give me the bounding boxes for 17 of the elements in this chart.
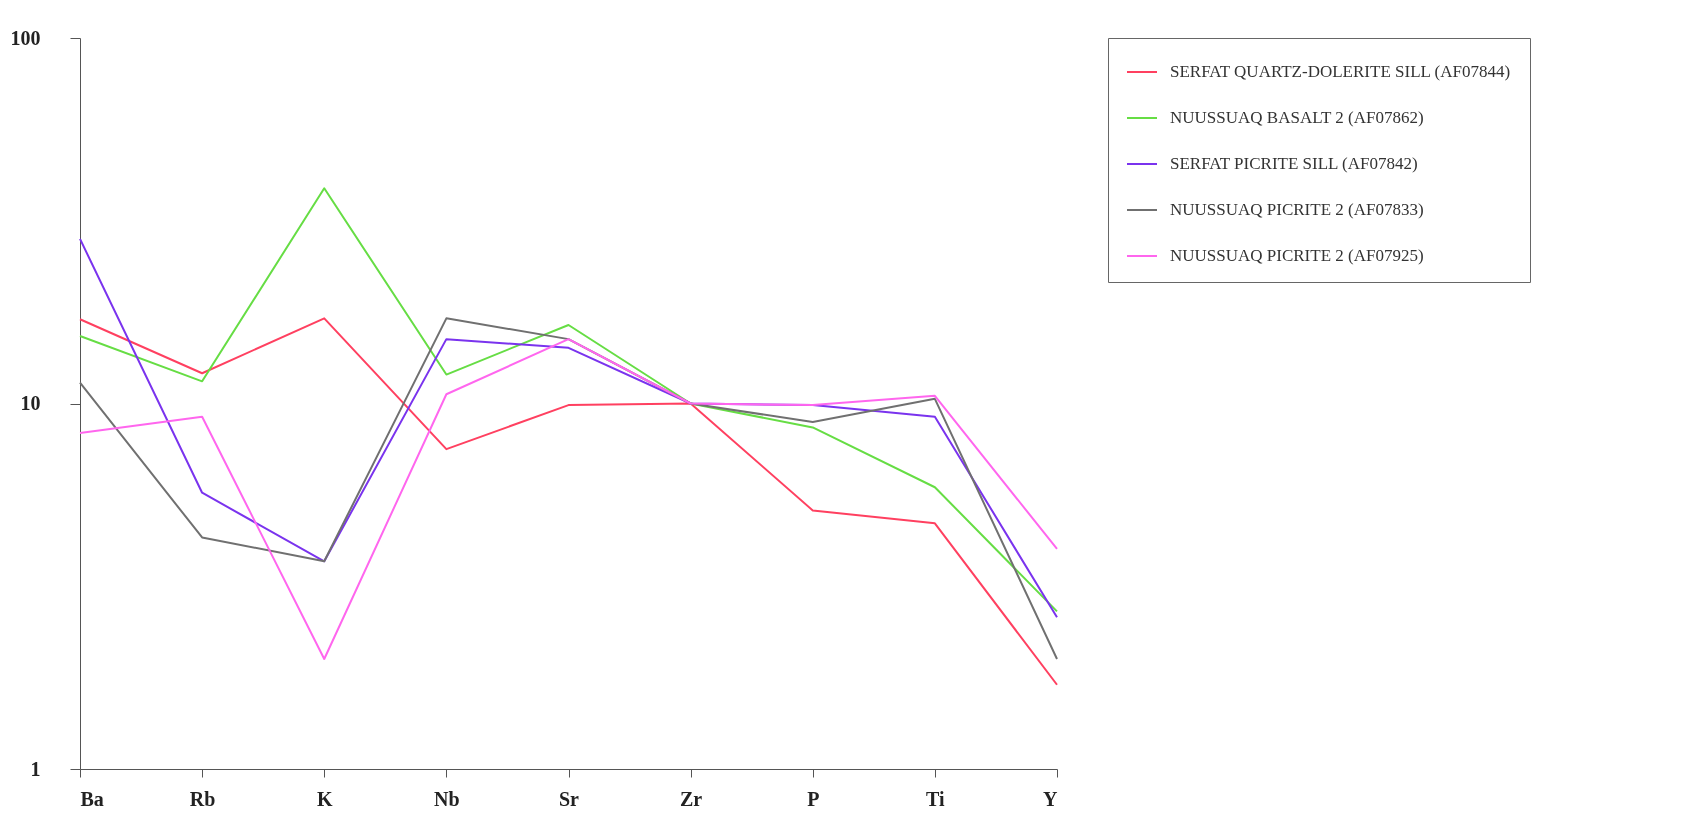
y-tick-label: 10	[20, 392, 41, 414]
x-tick-label: K	[316, 787, 333, 810]
legend-label: NUUSSUAQ BASALT 2 (AF07862)	[1170, 108, 1424, 127]
x-tick-label: Nb	[434, 787, 460, 810]
x-tick-label: Zr	[680, 787, 703, 810]
legend-label: SERFAT QUARTZ-DOLERITE SILL (AF07844)	[1170, 62, 1511, 81]
y-tick-label: 1	[30, 757, 41, 780]
x-tick-label: P	[807, 787, 820, 810]
legend-label: NUUSSUAQ PICRITE 2 (AF07925)	[1170, 246, 1424, 265]
x-tick-label: Rb	[189, 787, 216, 810]
legend-label: NUUSSUAQ PICRITE 2 (AF07833)	[1170, 200, 1424, 219]
legend-label: SERFAT PICRITE SILL (AF07842)	[1170, 154, 1418, 173]
x-tick-label: Sr	[559, 787, 580, 810]
x-tick-label: Ti	[926, 787, 946, 810]
y-tick-label: 100	[10, 26, 41, 49]
x-tick-label: Ba	[80, 787, 104, 810]
x-tick-label: Y	[1043, 787, 1059, 810]
